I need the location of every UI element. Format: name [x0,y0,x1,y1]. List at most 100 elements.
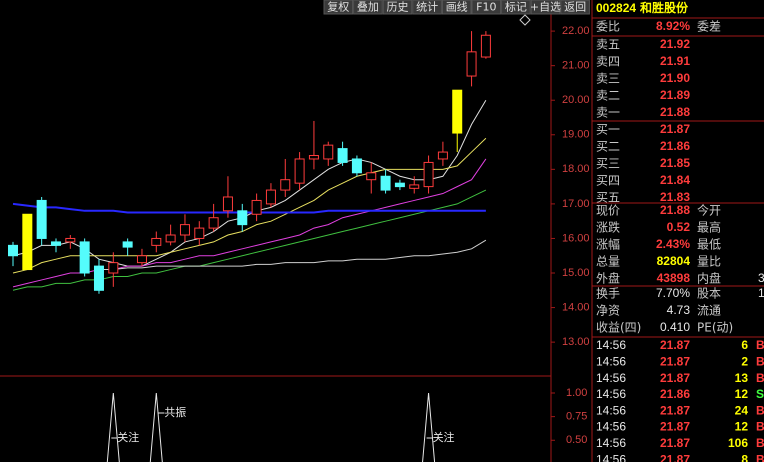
y-tick-label: 1.00 [566,387,587,399]
signal-label: 共振 [164,405,186,419]
stock-code: 002824 [596,1,636,15]
candle-body [79,241,90,274]
tick-volume: 12 [735,387,749,401]
y-tick-label: 16.00 [562,232,590,244]
candle-body [50,241,61,246]
candle-body [323,144,334,160]
candle-body [136,255,147,264]
toolbar-label[interactable]: 复权 [327,0,349,14]
y-tick-label: 20.00 [562,94,590,106]
toolbar-button[interactable] [530,0,561,15]
info-value: 0.410 [660,320,690,334]
info-label: 股本 [697,287,721,301]
y-tick-label: 0.50 [566,434,587,446]
toolbar-button[interactable] [382,0,413,15]
toolbar-label[interactable]: 统计 [416,1,438,14]
toolbar-label[interactable]: 历史 [387,1,409,14]
tick-side: B [756,371,764,385]
toolbar-label[interactable]: 返回 [564,1,586,14]
ask-label: 卖一 [596,106,620,120]
signal-label: 关注 [117,430,139,444]
info-label: 换手 [596,287,620,301]
stat-label: 外盘 [596,271,620,286]
toolbar-button[interactable] [501,0,531,15]
tick-volume: 2 [741,354,748,368]
info-label: PE(动) [697,321,733,335]
ask-price: 21.92 [660,37,690,51]
candle-body [36,199,47,239]
toolbar-button[interactable] [323,0,354,15]
bid-label: 买四 [596,174,620,188]
candle-body [179,224,190,236]
candle-body [251,199,262,215]
tick-volume: 12 [735,420,749,434]
tick-side: S [756,387,764,401]
candle-body [108,262,119,274]
y-tick-label: 14.00 [562,301,590,313]
signal-spike [422,392,436,462]
tick-time: 14:56 [596,354,626,368]
stat-label: 内盘 [697,271,721,286]
stat-label: 涨幅 [596,237,620,252]
tick-time: 14:56 [596,420,626,434]
ask-price: 21.88 [660,105,690,119]
tick-side: B [756,338,764,352]
moving-average [12,99,487,267]
toolbar-button[interactable] [412,0,442,15]
candle-body [208,217,219,229]
toolbar-label[interactable]: +自选 [530,1,561,14]
y-tick-label: 18.00 [562,163,590,175]
info-value: 4.73 [667,303,691,317]
y-tick-label: 13.00 [562,336,590,348]
y-tick-label: 15.00 [562,267,590,279]
toolbar-button[interactable] [560,0,590,15]
bid-price: 21.87 [660,122,690,136]
bid-price: 21.86 [660,139,690,153]
tick-side: B [756,436,764,450]
label: 委差 [697,20,721,34]
candle-body [409,184,420,189]
signal-label: 关注 [433,430,455,444]
candle-body [151,237,162,246]
tick-volume: 106 [728,436,748,450]
toolbar-label[interactable]: F10 [476,1,496,14]
toolbar-label[interactable]: 画线 [446,0,468,14]
ask-price: 21.90 [660,71,690,85]
stat-label: 今开 [697,203,721,218]
ask-price: 21.91 [660,54,690,68]
tick-price: 21.87 [660,420,690,434]
candle-body [8,244,18,257]
candle-body [222,196,233,212]
stat-value: 21.88 [660,203,690,217]
ask-label: 卖二 [596,89,620,103]
candle-body [423,161,434,188]
stat-value: 2.43% [656,237,690,251]
label: 委比 [596,20,620,34]
marker-diamond [519,14,531,26]
toolbar-button[interactable] [353,0,383,15]
tick-volume: 24 [735,403,749,417]
price-chart: 13.00 14.00 15.00 16.00 17.00 18.00 19.00 20.00… [8,25,590,348]
candle-body [237,210,248,226]
candle-body [366,172,377,181]
tick-volume: 8 [741,452,748,462]
toolbar-label[interactable]: 标记 [505,0,527,14]
candle-body [165,234,176,243]
tick-time: 14:56 [596,452,626,462]
toolbar-button[interactable] [471,0,502,15]
bid-label: 买二 [596,140,620,154]
candle-body [122,241,133,248]
tick-price: 21.87 [660,338,690,352]
stat-label: 总量 [596,255,620,269]
stat-value: 3 [758,271,764,285]
tick-time: 14:56 [596,338,626,352]
tick-volume: 13 [735,371,749,385]
moving-average [12,189,487,291]
tick-time: 14:56 [596,387,626,401]
toolbar-button[interactable] [441,0,472,15]
toolbar-label[interactable]: 叠加 [357,1,379,14]
y-tick-label: 17.00 [562,198,590,210]
toolbar: 复权 叠加 历史 统计 画线 F10 标记 +自选 返回 [323,0,590,15]
